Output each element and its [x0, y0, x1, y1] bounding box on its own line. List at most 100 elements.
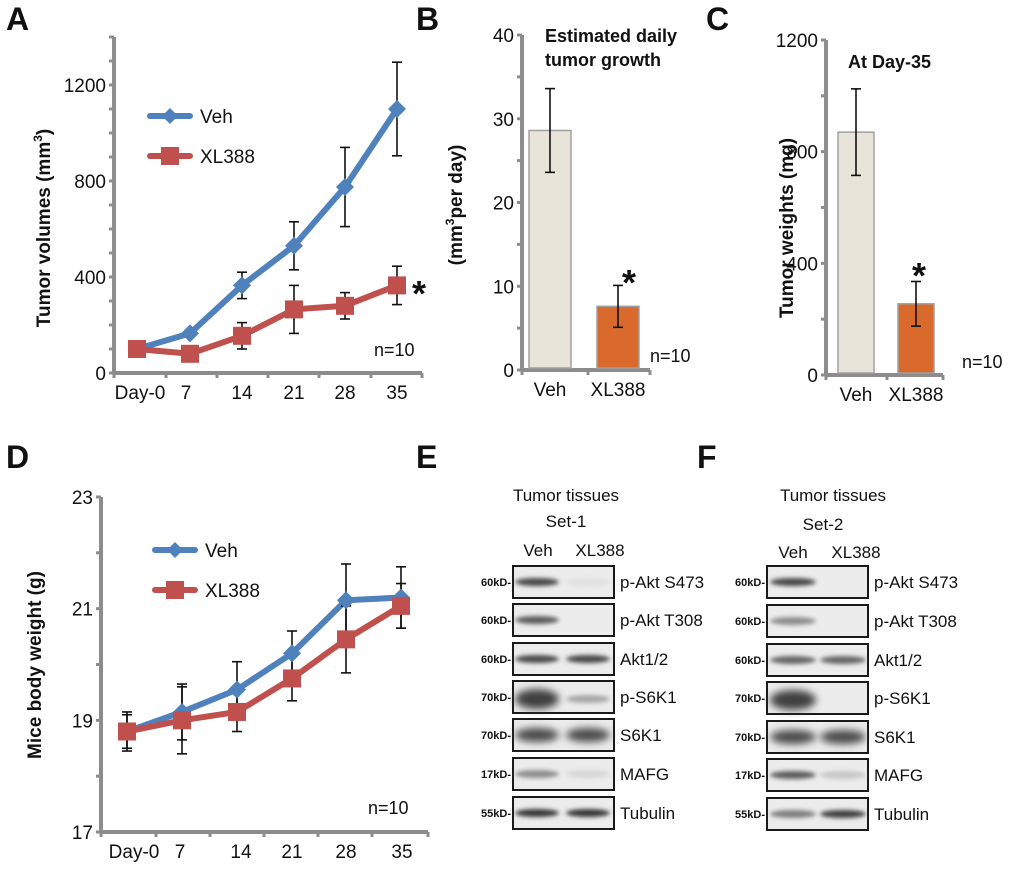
panel-f-blot-row: 60kD-p-Akt T308 — [735, 604, 957, 638]
panel-a-y-tick-label: 1200 — [64, 76, 106, 97]
panel-a-point-veh — [388, 100, 406, 118]
panel-e-protein-label: p-Akt T308 — [620, 611, 703, 630]
panel-b-title-line-2: tumor growth — [545, 50, 661, 70]
panel-c-y-tick-label: 400 — [786, 254, 818, 275]
panel-f-band — [820, 730, 866, 744]
panel-a-y-axis-label: Tumor volumes (mm3) — [31, 129, 55, 327]
panel-e-blot-row: 60kD- Akt1/2 — [481, 642, 668, 676]
panel-f-header-line-1: Tumor tissues — [780, 486, 886, 505]
panel-c-y-axis-label: Tumor weights (mg) — [777, 138, 798, 318]
panel-a-point-xl388 — [181, 344, 199, 363]
panel-e-band — [515, 770, 559, 778]
panel-d-point-xl388 — [337, 630, 355, 649]
panel-d-point-veh — [337, 591, 355, 610]
panel-d-series-veh-line — [125, 594, 402, 735]
panel-f-protein-label: S6K1 — [874, 728, 916, 747]
panel-a-legend-marker — [161, 147, 179, 165]
panel-a-x-tick-label: 21 — [283, 383, 304, 404]
panel-a-point-veh — [181, 324, 199, 343]
panel-e-header-line-1: Tumor tissues — [513, 486, 619, 505]
panel-f-band — [820, 656, 866, 664]
panel-b-y-axis-label: (mm3per day) — [443, 145, 467, 266]
panel-letter-e: E — [416, 439, 437, 475]
panel-a-legend-label-veh: Veh — [200, 107, 233, 128]
panel-letter-d: D — [6, 439, 29, 475]
panel-a-tumor-volume-chart: Tumor volumes (mm3) n=10 * 0 400 800 1200 Da… — [31, 35, 426, 404]
panel-e-lane-veh: Veh — [523, 541, 552, 560]
panel-e-header: Tumor tissues Set-1 Veh XL388 — [513, 486, 625, 560]
panel-a-y-tick-label: 400 — [74, 268, 106, 289]
panel-e-mw-marker: 70kD- — [481, 730, 511, 742]
panel-f-protein-label: Tubulin — [874, 805, 929, 824]
panel-f-protein-label: p-Akt T308 — [874, 612, 957, 631]
panel-f-header-line-2: Set-2 — [803, 515, 844, 534]
panel-d-point-veh — [228, 680, 246, 699]
panel-e-blot-row: 70kD- S6K1 — [481, 718, 662, 752]
panel-d-legend-marker — [166, 581, 184, 599]
panel-e-band — [515, 616, 559, 624]
panel-e-band — [566, 655, 610, 663]
panel-e-band — [566, 695, 610, 703]
panel-letter-c: C — [706, 1, 729, 37]
panel-e-band — [566, 770, 610, 778]
panel-letter-b: B — [416, 1, 439, 37]
panel-e-protein-label: Tubulin — [620, 804, 675, 823]
panel-e-header-line-2: Set-1 — [546, 512, 587, 531]
panel-d-body-weight-chart: Mice body weight (g) n=10 17 19 21 23 Day-0 7… — [25, 488, 430, 863]
panel-e-protein-label: MAFG — [620, 765, 669, 784]
panel-e-protein-label: p-Akt S473 — [620, 573, 704, 592]
panel-c-title: At Day-35 — [848, 52, 931, 72]
panel-f-band — [820, 771, 866, 779]
panel-d-x-tick-label: 28 — [335, 842, 356, 863]
panel-f-mw-marker: 70kD- — [735, 732, 765, 744]
panel-a-y-tick-label: 0 — [95, 364, 106, 385]
panel-e-band — [515, 728, 559, 742]
panel-b-daily-growth-chart: Estimated daily tumor growth (mm3per day… — [443, 26, 691, 401]
panel-e-blot-row: 70kD-p-S6K1 — [481, 680, 677, 714]
panel-b-y-tick-label: 20 — [493, 194, 514, 215]
panel-e-band — [515, 655, 559, 663]
panel-d-point-xl388 — [118, 722, 136, 741]
panel-f-blot-row: 17kD- MAFG — [735, 758, 923, 792]
panel-d-point-veh — [283, 644, 301, 663]
panel-b-y-tick-label: 10 — [493, 277, 514, 298]
panel-f-band — [770, 578, 816, 586]
panel-e-protein-label: S6K1 — [620, 726, 662, 745]
panel-f-protein-label: p-Akt S473 — [874, 573, 958, 592]
panel-a-x-tick-label: 35 — [386, 383, 407, 404]
panel-a-series-xl388-line — [136, 282, 399, 357]
panel-e-mw-marker: 60kD- — [481, 615, 511, 627]
panel-e-blot-row: 60kD-p-Akt S473 — [481, 565, 704, 599]
panel-a-y-tick-label: 800 — [74, 172, 106, 193]
panel-d-x-tick-label: 14 — [230, 842, 252, 863]
panel-a-point-xl388 — [233, 326, 251, 345]
panel-c-y-tick-label: 800 — [786, 143, 818, 164]
panel-b-x-tick-label: XL388 — [591, 380, 646, 401]
panel-a-series-veh-line — [136, 107, 400, 352]
panel-a-point-veh — [336, 178, 354, 196]
panel-e-blot-row: 17kD- MAFG — [481, 757, 669, 791]
panel-d-series-xl388-line — [126, 603, 403, 735]
panel-f-lane-veh: Veh — [778, 543, 807, 562]
panel-e-blot-row: 55kD- Tubulin — [481, 796, 675, 830]
panel-e-protein-label: p-S6K1 — [620, 688, 677, 707]
panel-d-y-axis-label: Mice body weight (g) — [25, 571, 46, 759]
panel-e-mw-marker: 60kD- — [481, 577, 511, 589]
panel-d-n-label: n=10 — [368, 798, 409, 818]
panel-a-point-xl388 — [336, 296, 354, 315]
panel-a-x-tick-label: 7 — [181, 383, 192, 404]
panel-f-lane-xl388: XL388 — [831, 543, 880, 562]
panel-d-x-tick-label: Day-0 — [109, 842, 160, 863]
panel-f-blot-row: 60kD-p-Akt S473 — [735, 565, 958, 599]
panel-e-band — [566, 728, 610, 742]
panel-d-legend-label-veh: Veh — [205, 541, 238, 562]
panel-c-y-tick-label: 1200 — [776, 31, 818, 52]
panel-a-legend-marker — [162, 108, 178, 124]
panel-d-x-tick-label: 21 — [281, 842, 302, 863]
panel-e-mw-marker: 17kD- — [481, 769, 511, 781]
panel-f-band — [770, 656, 816, 664]
panel-a-n-label: n=10 — [374, 340, 415, 360]
panel-f-blot-row: 70kD-p-S6K1 — [735, 681, 931, 715]
